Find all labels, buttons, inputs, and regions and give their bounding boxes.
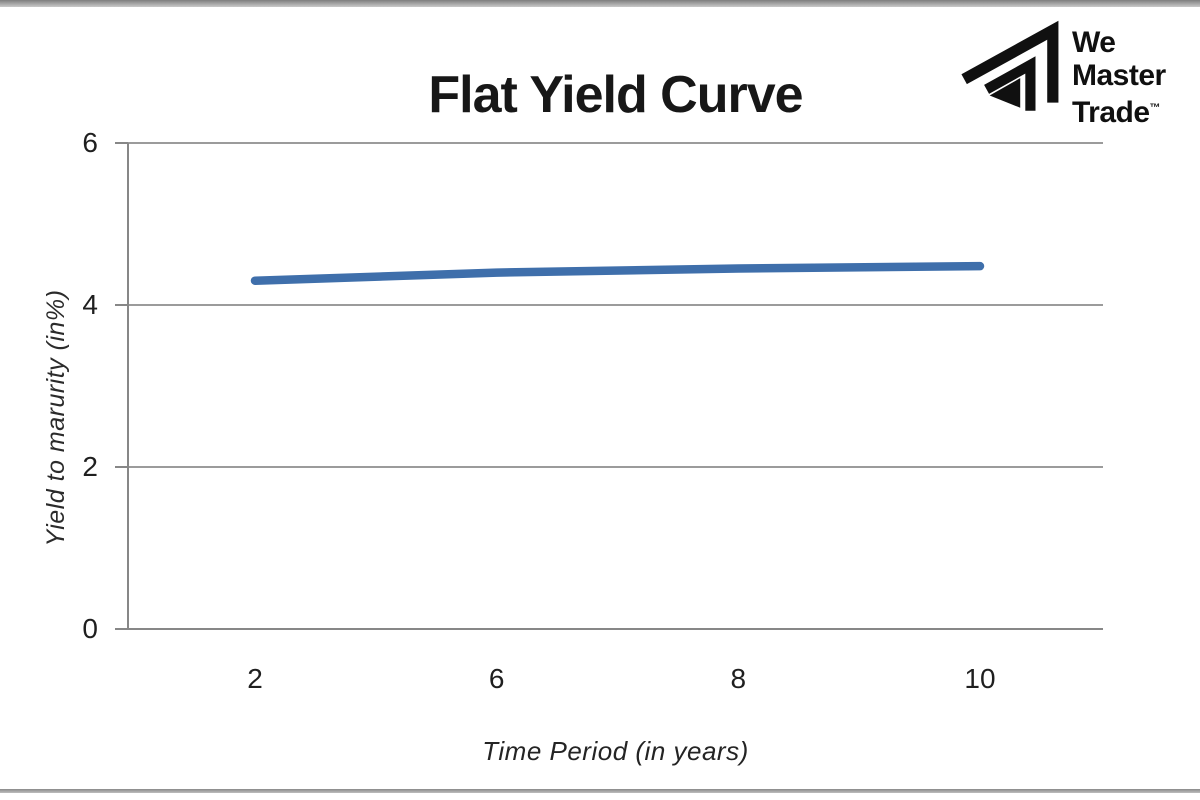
y-tick-label-2: 2 [82,451,98,482]
brand-wordmark: We Master Trade™ [1072,20,1166,129]
brand-logo: We Master Trade™ [956,20,1166,129]
y-axis-title: Yield to marurity (in%) [42,289,70,547]
x-tick-label-10: 10 [964,663,996,694]
brand-word-3: Trade™ [1072,96,1161,129]
y-tick-label-6: 6 [82,127,98,158]
bottom-divider [0,789,1200,793]
arrow-chevrons-logo-icon [961,20,1059,111]
x-axis-title: Time Period (in years) [482,736,749,766]
x-tick-label-8: 8 [730,663,747,694]
y-tick-label-0: 0 [82,613,98,644]
series-line-yield-to-maturity [250,261,985,285]
x-tick-label-6: 6 [488,663,505,694]
top-divider [0,0,1200,7]
x-tick-label-2: 2 [247,663,263,694]
y-tick-label-4: 4 [82,289,98,320]
trademark-symbol: ™ [1149,102,1161,114]
brand-word-2: Master [1072,59,1166,92]
chart-title: Flat Yield Curve [428,65,803,124]
brand-word-1: We [1072,26,1116,59]
